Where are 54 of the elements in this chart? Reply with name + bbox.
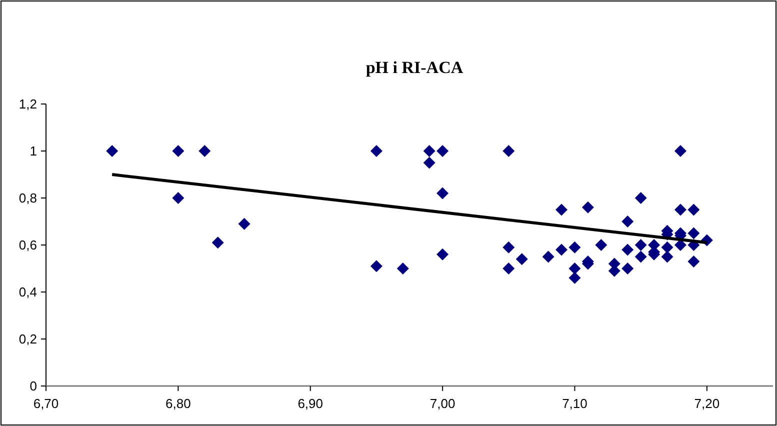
point <box>622 244 634 256</box>
point <box>436 145 449 157</box>
x-tick-label: 7,00 <box>430 396 456 411</box>
point <box>370 260 382 272</box>
point <box>674 145 686 157</box>
point <box>172 192 184 204</box>
point <box>542 250 554 263</box>
point <box>688 255 700 268</box>
x-tick-label: 7,20 <box>694 396 720 411</box>
point <box>688 204 700 216</box>
point <box>568 272 581 284</box>
point <box>396 262 409 274</box>
point <box>661 241 674 254</box>
point <box>568 241 581 254</box>
y-tick-label: 0,4 <box>18 284 37 300</box>
point <box>423 156 436 169</box>
point <box>595 239 608 251</box>
y-tick-label: 1 <box>30 144 37 159</box>
point <box>622 262 634 274</box>
x-tick-label: 6,80 <box>166 396 191 411</box>
point <box>622 216 634 228</box>
point <box>502 241 515 254</box>
point <box>502 145 515 157</box>
point <box>661 250 674 263</box>
point <box>568 262 581 274</box>
x-tick-label: 6,70 <box>33 396 59 411</box>
point <box>674 239 686 251</box>
point <box>502 262 515 274</box>
point <box>634 250 647 263</box>
point <box>688 227 700 240</box>
point <box>198 145 211 157</box>
point <box>370 145 382 157</box>
point <box>556 204 568 216</box>
point <box>556 244 568 256</box>
point <box>634 192 647 204</box>
point <box>582 201 594 214</box>
point <box>106 145 118 157</box>
point <box>212 236 224 249</box>
y-tick-label: 0,6 <box>18 238 37 253</box>
y-tick-label: 0,8 <box>18 190 37 206</box>
point <box>238 218 250 230</box>
x-tick-label: 7,10 <box>562 396 588 411</box>
point <box>516 253 528 266</box>
point <box>436 248 449 260</box>
point <box>634 239 647 251</box>
x-tick-label: 6,90 <box>298 396 324 411</box>
point <box>674 204 686 216</box>
point <box>172 145 184 157</box>
chart-title: pH i RI-ACA <box>366 58 464 77</box>
y-tick-label: 1,2 <box>18 96 37 112</box>
point <box>423 145 436 157</box>
point <box>436 187 449 200</box>
y-tick-label: 0 <box>30 378 37 394</box>
y-tick-label: 0,2 <box>18 332 37 347</box>
